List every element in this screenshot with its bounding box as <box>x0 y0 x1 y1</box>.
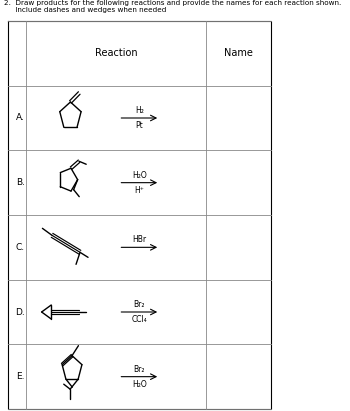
Text: Name: Name <box>224 48 253 58</box>
Text: A.: A. <box>16 113 25 122</box>
Text: B.: B. <box>16 178 25 187</box>
Text: H⁺: H⁺ <box>134 186 144 195</box>
Text: E.: E. <box>16 372 25 381</box>
Text: H₂: H₂ <box>135 106 144 115</box>
Text: D.: D. <box>15 307 25 316</box>
Text: H₂O: H₂O <box>132 171 147 180</box>
Text: H₂O: H₂O <box>132 380 147 389</box>
Text: HBr: HBr <box>132 236 146 244</box>
Text: 2.  Draw products for the following reactions and provide the names for each rea: 2. Draw products for the following react… <box>4 0 341 6</box>
Text: CCl₄: CCl₄ <box>131 315 147 324</box>
Text: Include dashes and wedges when needed: Include dashes and wedges when needed <box>4 7 166 13</box>
Text: Pt: Pt <box>135 121 143 130</box>
Text: C.: C. <box>16 243 25 252</box>
Text: Br₂: Br₂ <box>133 300 145 309</box>
Text: Reaction: Reaction <box>95 48 138 58</box>
Text: Br₂: Br₂ <box>133 365 145 374</box>
